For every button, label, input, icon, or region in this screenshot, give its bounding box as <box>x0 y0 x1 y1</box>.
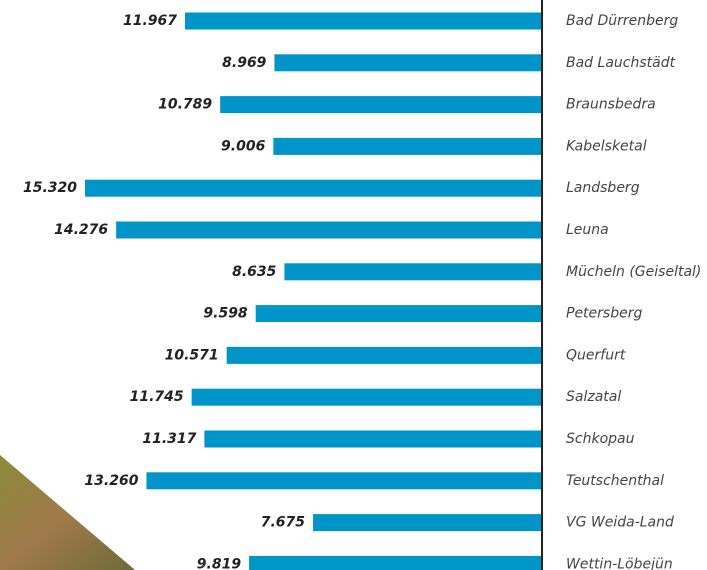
category-label: Wettin-Löbejün <box>566 556 673 570</box>
bar <box>273 138 542 155</box>
category-label: Mücheln (Geiseltal) <box>566 264 701 280</box>
value-label: 9.819 <box>197 556 242 570</box>
page: 11.967 Bad Dürrenberg 8.969 Bad Lauchstädt 1… <box>0 0 707 570</box>
bar <box>313 514 542 531</box>
value-label: 9.598 <box>203 306 248 322</box>
category-label: Leuna <box>566 222 609 238</box>
value-label: 14.276 <box>54 222 108 238</box>
bar <box>249 556 542 570</box>
bar <box>116 222 542 239</box>
value-label: 13.260 <box>84 473 138 489</box>
bar <box>185 13 542 30</box>
category-label: Bad Dürrenberg <box>566 13 678 29</box>
value-label: 8.969 <box>222 55 267 71</box>
value-label: 15.320 <box>23 180 77 196</box>
value-label: 8.635 <box>232 264 277 280</box>
category-label: Petersberg <box>566 306 642 322</box>
category-label: Salzatal <box>566 389 621 405</box>
category-label: Teutschenthal <box>566 473 664 489</box>
bar <box>85 180 542 197</box>
category-label: Querfurt <box>566 347 626 363</box>
bar <box>284 263 542 280</box>
bar <box>256 305 542 322</box>
value-label: 11.317 <box>142 431 196 447</box>
category-label: Bad Lauchstädt <box>566 55 676 71</box>
category-label: Kabelsketal <box>566 138 647 154</box>
category-label: Braunsbedra <box>566 97 656 113</box>
category-label: Landsberg <box>566 180 640 196</box>
value-label: 11.745 <box>130 389 184 405</box>
bar <box>274 54 542 71</box>
bar <box>192 389 542 406</box>
bar <box>146 472 542 489</box>
value-label: 10.789 <box>158 97 212 113</box>
bar <box>220 96 542 113</box>
value-label: 11.967 <box>123 13 177 29</box>
value-label: 10.571 <box>165 347 219 363</box>
bar <box>204 431 542 448</box>
value-label: 9.006 <box>221 138 266 154</box>
chart: 11.967 Bad Dürrenberg 8.969 Bad Lauchstädt 1… <box>0 0 707 570</box>
bar <box>227 347 542 364</box>
category-label: VG Weida-Land <box>566 515 674 531</box>
category-label: Schkopau <box>566 431 635 447</box>
value-label: 7.675 <box>261 515 306 531</box>
